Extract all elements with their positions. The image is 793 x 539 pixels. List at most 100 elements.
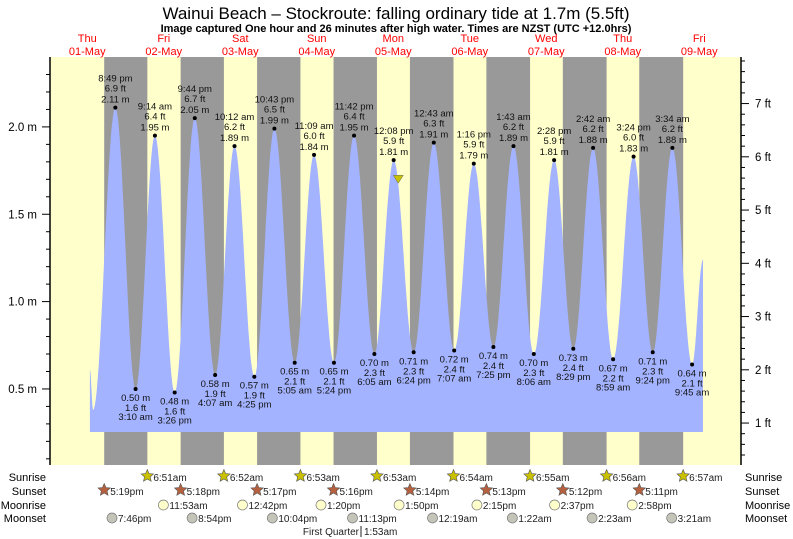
high-tide-feet: 6.0 ft	[623, 133, 644, 144]
day-weekday-label: Thu	[78, 33, 97, 45]
day-weekday-label: Tue	[460, 33, 479, 45]
low-tide-feet: 2.4 ft	[563, 363, 584, 374]
low-tide-point	[172, 390, 177, 395]
high-tide-feet: 6.5 ft	[264, 105, 285, 116]
day-date-label: 03-May	[222, 46, 259, 58]
low-tide-metres: 0.72 m	[440, 355, 469, 366]
day-date-label: 01-May	[69, 46, 106, 58]
low-tide-time: 8:29 pm	[556, 372, 590, 383]
sunrise-row-label-right: Sunrise	[745, 472, 782, 484]
sunrise-icon	[293, 468, 308, 482]
moonrise-icon	[237, 499, 248, 511]
high-tide-metres: 1.84 m	[300, 142, 329, 153]
day-weekday-label: Mon	[383, 33, 404, 45]
current-tide-marker	[392, 175, 404, 184]
high-tide-feet: 6.2 ft	[224, 122, 245, 133]
high-tide-point	[272, 126, 277, 131]
high-tide-metres: 1.88 m	[579, 135, 608, 146]
right-axis-tick-label: 7 ft	[755, 99, 772, 111]
low-tide-time: 5:05 am	[278, 386, 312, 397]
moonrise-icon	[471, 499, 483, 511]
high-tide-point	[391, 158, 396, 163]
moonrise-row-label-right: Moonrise	[745, 500, 790, 512]
high-tide-time: 9:14 am	[138, 102, 172, 113]
high-tide-metres: 1.91 m	[419, 130, 448, 141]
high-tide-time: 12:43 am	[414, 109, 454, 120]
high-tide-time: 9:44 pm	[178, 84, 212, 95]
high-tide-feet: 6.0 ft	[303, 131, 324, 142]
low-tide-feet: 2.3 ft	[642, 366, 663, 377]
moonset-icon	[586, 512, 598, 524]
right-axis-tick-label: 4 ft	[755, 258, 772, 270]
moonset-time: 8:54pm	[198, 514, 231, 525]
low-tide-time: 8:59 am	[596, 382, 630, 393]
moonset-icon	[427, 512, 438, 524]
low-tide-point	[411, 350, 416, 355]
low-tide-time: 4:25 pm	[237, 400, 271, 411]
left-axis-tick-label: 0.5 m	[8, 384, 37, 396]
low-tide-metres: 0.70 m	[519, 358, 548, 369]
day-weekday-label: Fri	[693, 33, 706, 45]
moonset-icon	[186, 512, 198, 524]
high-tide-time: 3:24 pm	[616, 123, 650, 134]
low-tide-metres: 0.70 m	[360, 358, 389, 369]
moonset-icon	[507, 512, 518, 524]
low-tide-point	[133, 386, 138, 391]
high-tide-metres: 1.79 m	[459, 151, 488, 162]
sunset-icon	[555, 482, 570, 496]
high-tide-feet: 6.2 ft	[503, 122, 524, 133]
low-tide-feet: 2.1 ft	[284, 377, 305, 388]
low-tide-time: 9:45 am	[675, 387, 709, 398]
moonset-icon	[666, 512, 678, 524]
tide-curve	[89, 107, 703, 432]
sunset-icon	[97, 482, 112, 496]
high-tide-point	[631, 154, 636, 159]
sunrise-time: 6:53am	[306, 473, 339, 484]
sunset-row-label: Sunset	[12, 486, 46, 498]
sunrise-icon	[523, 468, 537, 482]
day-weekday-label: Sat	[232, 33, 249, 45]
sunrise-icon	[446, 468, 461, 482]
low-tide-time: 3:26 pm	[158, 415, 192, 426]
high-tide-point	[352, 133, 357, 138]
high-tide-metres: 1.95 m	[340, 123, 369, 134]
low-tide-feet: 2.3 ft	[523, 368, 544, 379]
high-tide-metres: 1.95 m	[140, 123, 169, 134]
sunset-icon	[402, 482, 417, 496]
left-axis-tick-label: 1.0 m	[8, 297, 37, 309]
moonset-icon	[106, 512, 118, 524]
high-tide-point	[552, 158, 557, 163]
high-tide-metres: 1.99 m	[260, 116, 289, 127]
low-tide-feet: 2.3 ft	[364, 368, 385, 379]
low-tide-point	[611, 357, 616, 362]
moonset-time: 10:04pm	[278, 514, 317, 525]
sunrise-icon	[676, 468, 691, 482]
day-date-label: 07-May	[528, 46, 565, 58]
low-tide-feet: 2.4 ft	[444, 365, 465, 376]
low-tide-metres: 0.50 m	[121, 393, 150, 404]
sunrise-row-label: Sunrise	[9, 472, 46, 484]
left-axis-tick-label: 1.5 m	[8, 209, 37, 221]
day-weekday-label: Fri	[157, 33, 170, 45]
moonset-icon	[266, 512, 278, 524]
moonset-row-label-right: Moonset	[745, 513, 787, 525]
chart-title: Wainui Beach – Stockroute: falling ordin…	[162, 4, 629, 23]
low-tide-feet: 2.2 ft	[603, 373, 624, 384]
sunset-time: 5:16pm	[340, 487, 373, 498]
sunrise-time: 6:56am	[613, 473, 646, 484]
low-tide-metres: 0.57 m	[240, 381, 269, 392]
low-tide-metres: 0.65 m	[319, 367, 348, 378]
high-tide-point	[232, 144, 237, 149]
low-tide-feet: 2.1 ft	[323, 377, 344, 388]
sunrise-icon	[370, 468, 384, 482]
moonset-time: 12:19am	[439, 514, 478, 525]
low-tide-time: 3:10 am	[118, 412, 152, 423]
moonset-icon	[347, 512, 358, 524]
sunset-time: 5:19pm	[110, 487, 143, 498]
high-tide-time: 2:42 am	[576, 114, 610, 125]
high-tide-time: 12:08 pm	[374, 126, 414, 137]
high-tide-time: 1:43 am	[496, 112, 530, 123]
high-tide-point	[591, 145, 596, 150]
sunset-row-label-right: Sunset	[745, 486, 779, 498]
high-tide-time: 10:12 am	[215, 112, 255, 123]
